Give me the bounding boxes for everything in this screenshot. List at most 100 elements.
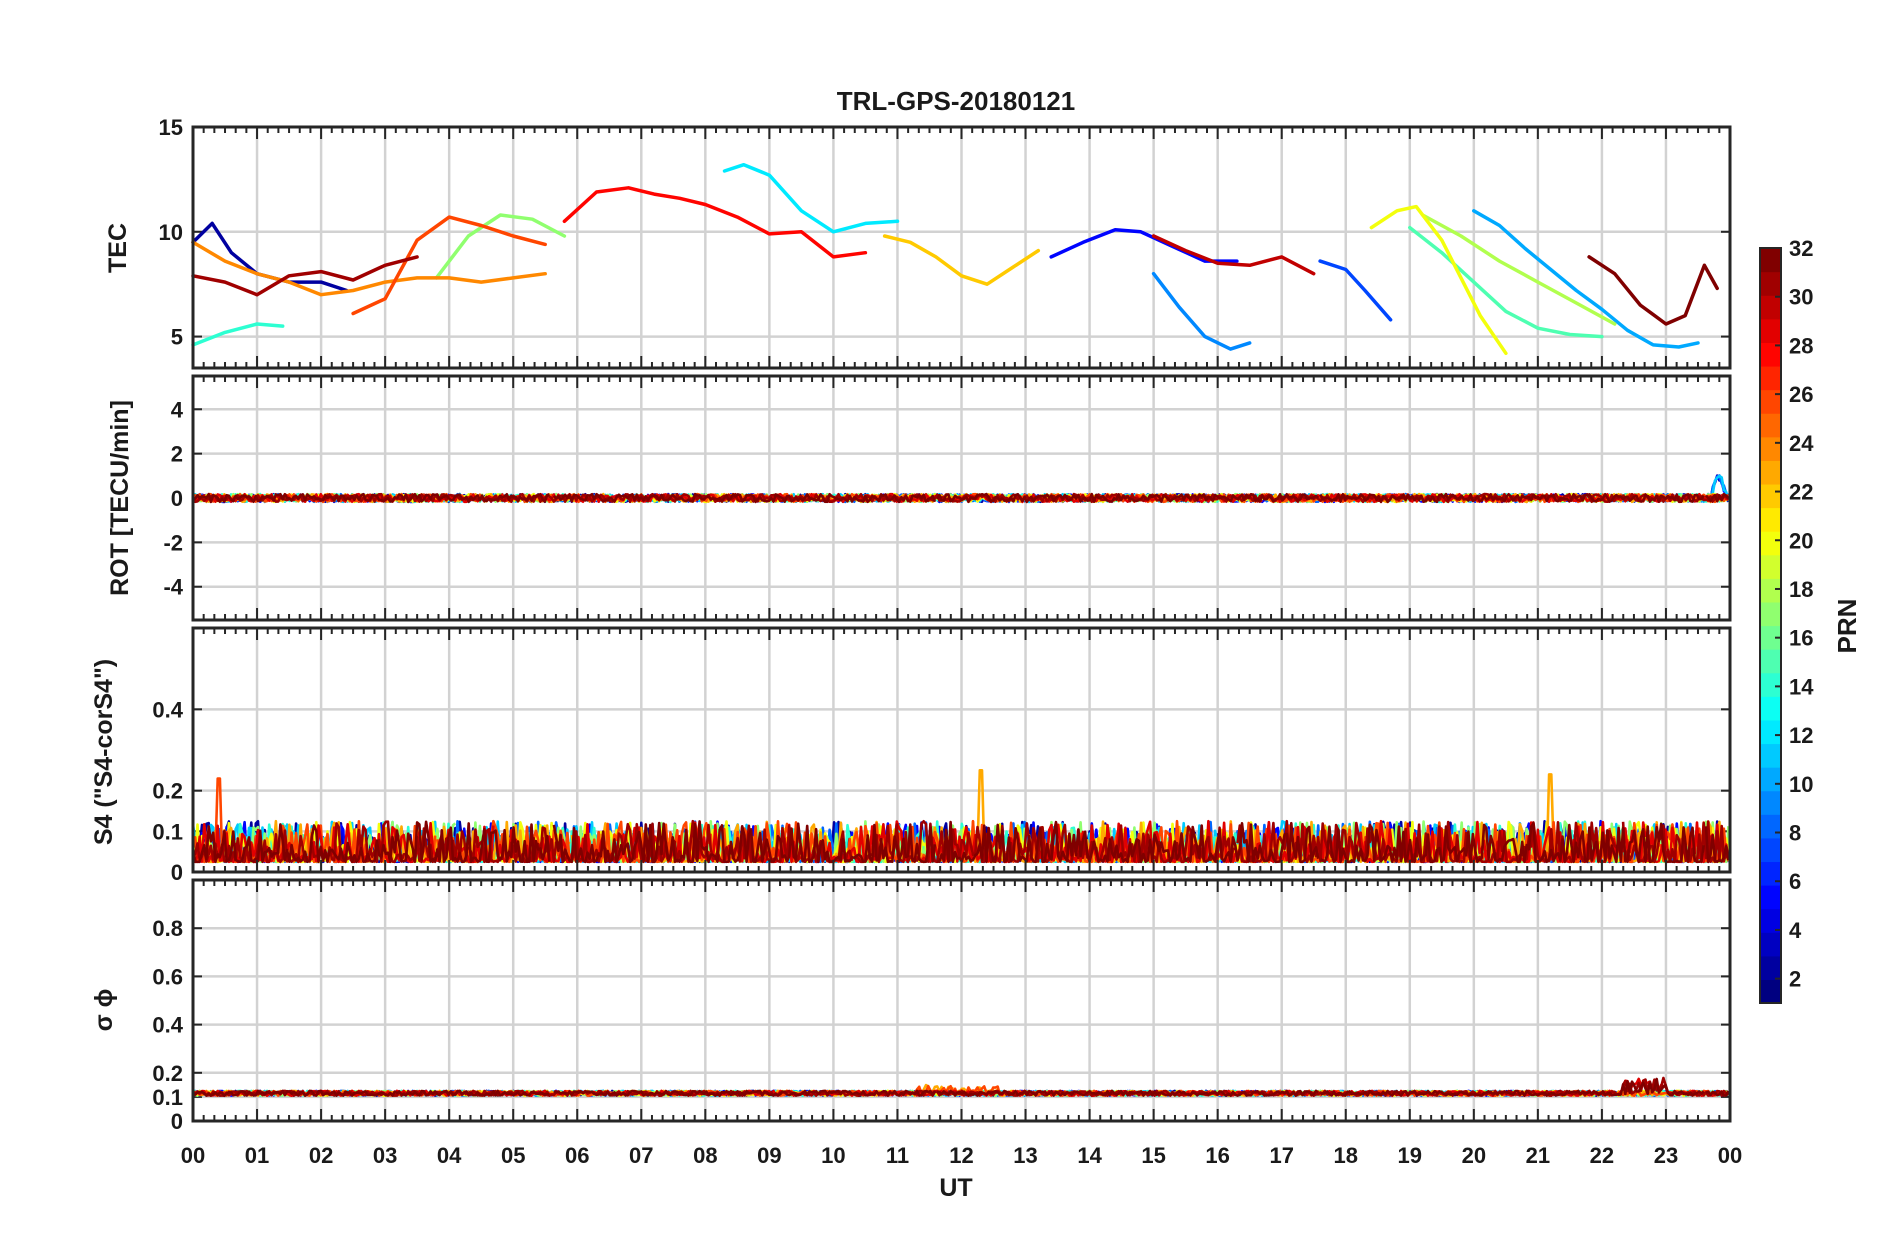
y-tick-label: -4 <box>163 575 183 600</box>
rot-axes-frame <box>191 374 1732 622</box>
rot-data <box>191 474 1730 504</box>
x-tick-label: 09 <box>757 1143 781 1168</box>
sigma_phi-y-axis-label: σ ϕ <box>90 989 118 1032</box>
y-tick-label: 4 <box>171 397 184 422</box>
colorbar-swatch <box>1760 955 1781 981</box>
y-tick-label: 0.2 <box>152 779 183 804</box>
tec-series-prn-9 <box>1151 271 1252 351</box>
colorbar-tick-label: 32 <box>1789 236 1813 261</box>
tec-series-prn-24 <box>191 240 547 297</box>
colorbar-tick-label: 20 <box>1789 528 1813 553</box>
x-tick-label: 01 <box>245 1143 269 1168</box>
y-tick-label: 0.4 <box>152 697 183 722</box>
colorbar-swatch <box>1760 814 1781 839</box>
rot-series-prn-32 <box>192 492 1730 504</box>
tec-series-prn-5 <box>1049 227 1239 263</box>
sigma_phi-series-prn-32 <box>192 1077 1730 1097</box>
colorbar-swatch <box>1760 578 1781 603</box>
tec-series-prn-31 <box>191 255 419 297</box>
x-tick-label: 14 <box>1077 1143 1102 1168</box>
x-tick-label: 11 <box>886 1143 909 1168</box>
y-tick-label: -2 <box>163 530 183 555</box>
x-tick-label: 20 <box>1462 1143 1486 1168</box>
x-tick-label: 22 <box>1590 1143 1614 1168</box>
colorbar-swatch <box>1760 295 1781 320</box>
x-tick-label: 05 <box>501 1143 525 1168</box>
sigma_phi-data <box>191 1076 1730 1097</box>
tec-y-axis-label: TEC <box>104 223 132 273</box>
colorbar-swatch <box>1760 861 1781 886</box>
y-tick-label: 0 <box>171 486 183 511</box>
colorbar-tick-label: 4 <box>1789 918 1802 943</box>
tec-series-prn-26 <box>351 215 547 316</box>
x-tick-label: 21 <box>1526 1143 1550 1168</box>
colorbar-swatch <box>1760 436 1781 461</box>
colorbar-swatch <box>1760 908 1781 933</box>
colorbar-swatch <box>1760 531 1781 556</box>
colorbar-swatch <box>1760 625 1781 650</box>
x-tick-label: 00 <box>1718 1143 1742 1168</box>
x-axis-label: UT <box>939 1174 972 1202</box>
y-tick-label: 0 <box>171 860 183 885</box>
colorbar-tick-label: 26 <box>1789 382 1813 407</box>
colorbar-swatch <box>1760 649 1781 674</box>
colorbar-swatch <box>1760 507 1781 532</box>
x-tick-label: 15 <box>1141 1143 1165 1168</box>
y-tick-label: 0 <box>171 1109 183 1134</box>
y-tick-label: 2 <box>171 442 183 467</box>
colorbar-swatch <box>1760 979 1781 1004</box>
y-tick-label: 0.4 <box>152 1013 183 1038</box>
tec-series-prn-30 <box>1151 234 1316 276</box>
tec-series-prn-17 <box>434 213 567 280</box>
y-tick-label: 0.6 <box>152 964 183 989</box>
colorbar-tick-label: 12 <box>1789 723 1813 748</box>
y-tick-label: 0.2 <box>152 1061 183 1086</box>
colorbar-tick-label: 24 <box>1789 431 1814 456</box>
colorbar-swatch <box>1760 318 1781 343</box>
tec-series-prn-18 <box>1420 213 1617 326</box>
colorbar-swatch <box>1760 696 1781 721</box>
s4-y-axis-label: S4 ("S4-corS4") <box>90 659 118 845</box>
tec-series-prn-20 <box>1369 204 1508 356</box>
colorbar-swatch <box>1760 672 1781 697</box>
s4-data <box>191 769 1730 864</box>
x-tick-label: 18 <box>1334 1143 1358 1168</box>
sigma-phi-panel: 00.10.2 0.4 0.6 0.8 σ ϕ <box>90 878 1732 1134</box>
tec-series-prn-28 <box>562 186 868 259</box>
x-tick-label: 16 <box>1205 1143 1229 1168</box>
x-tick-label: 23 <box>1654 1143 1678 1168</box>
x-tick-label: 19 <box>1398 1143 1422 1168</box>
x-tick-label: 08 <box>693 1143 717 1168</box>
tec-series-prn-32 <box>1587 255 1719 326</box>
colorbar-frame <box>1759 247 1782 1004</box>
colorbar-tick-label: 2 <box>1789 967 1801 992</box>
colorbar-swatch <box>1760 554 1781 579</box>
colorbar-swatch <box>1760 271 1781 296</box>
x-tick-label: 02 <box>309 1143 333 1168</box>
tec-axes-frame <box>191 125 1732 370</box>
y-tick-label: 0.1 <box>152 1085 183 1110</box>
colorbar-tick-label: 28 <box>1789 333 1813 358</box>
colorbar-swatch <box>1760 837 1781 863</box>
colorbar-swatch <box>1760 389 1781 414</box>
colorbar-swatch <box>1760 483 1781 509</box>
colorbar-swatch <box>1760 342 1781 367</box>
rot-panel: -4 -2 0 2 4 ROT [TECU/min] <box>106 374 1732 622</box>
tec-series-prn-15 <box>1408 225 1604 339</box>
colorbar-label: PRN <box>1832 599 1862 654</box>
s4-axes-frame <box>191 626 1732 874</box>
x-tick-label: 17 <box>1269 1143 1293 1168</box>
y-tick-label: 10 <box>159 220 183 245</box>
sigma_phi-axes-frame <box>191 878 1732 1123</box>
tec-series-prn-22 <box>882 234 1041 286</box>
colorbar-swatch <box>1760 365 1781 391</box>
tec-series-prn-7 <box>1318 259 1393 322</box>
colorbar-swatch <box>1760 601 1781 627</box>
y-tick-label: 15 <box>159 115 183 140</box>
x-axis: 00 01 02 03 04 05 06 07 08 09 10 11 12 13 14 15 16 17 18 19… <box>181 1143 1742 1168</box>
colorbar-tick-label: 30 <box>1789 285 1813 310</box>
colorbar-tick-label: 6 <box>1789 869 1801 894</box>
colorbar-swatch <box>1760 767 1781 792</box>
chart-title: TRL-GPS-20180121 <box>837 86 1075 116</box>
colorbar-tick-label: 16 <box>1789 626 1813 651</box>
